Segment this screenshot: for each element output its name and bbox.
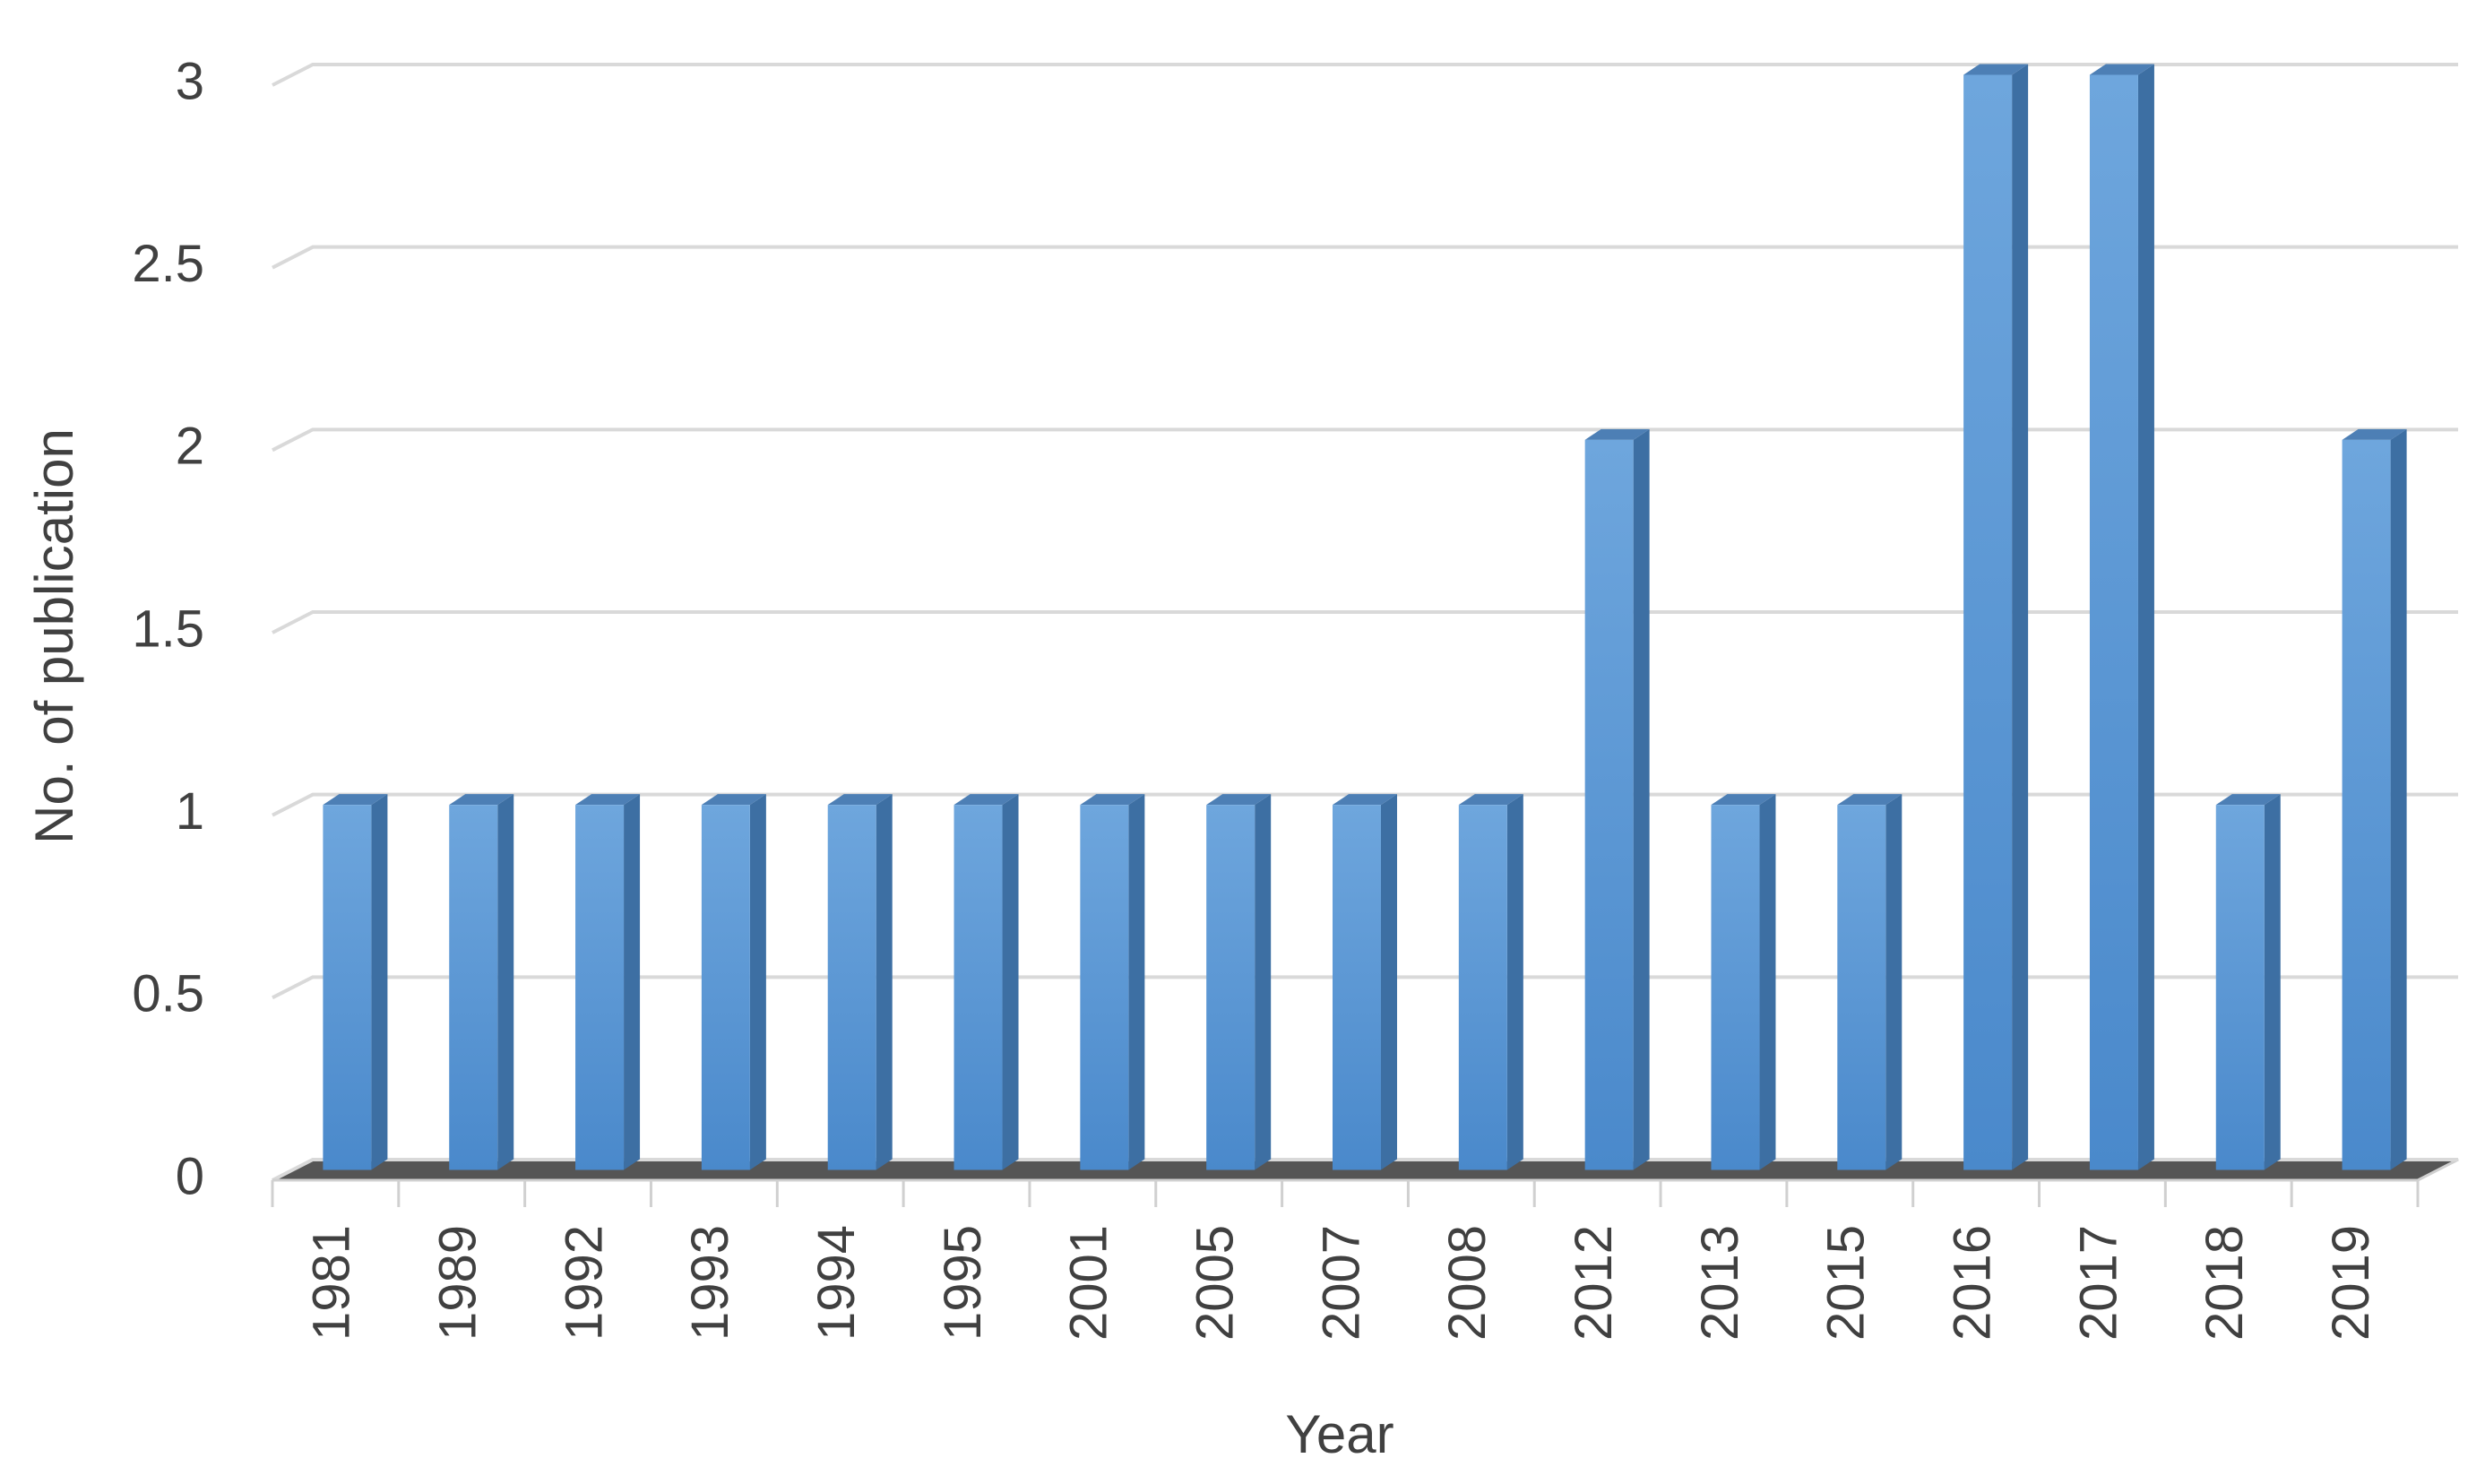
y-tick-label: 1.5: [132, 600, 204, 658]
x-axis-title: Year: [1285, 1404, 1393, 1464]
bar-side: [624, 794, 641, 1170]
bar-top: [2089, 64, 2154, 75]
y-tick-label: 1: [176, 782, 204, 841]
y-tick-label: 2.5: [132, 235, 204, 293]
x-tick-label: 1993: [681, 1225, 739, 1341]
bar: [1837, 805, 1886, 1170]
bar-side: [371, 794, 388, 1170]
bar: [1333, 805, 1381, 1170]
bar: [449, 805, 498, 1170]
bar: [575, 805, 625, 1170]
x-tick-label: 1992: [555, 1225, 613, 1341]
bar: [1584, 439, 1634, 1170]
bar-top: [953, 794, 1019, 806]
bar-top: [323, 794, 388, 806]
bar: [2089, 74, 2138, 1170]
bar-side: [2264, 794, 2281, 1170]
bar-side: [1128, 794, 1145, 1170]
bar-side: [1002, 794, 1019, 1170]
bar: [1080, 805, 1129, 1170]
bar-side: [1255, 794, 1272, 1170]
bar-side: [2012, 64, 2029, 1170]
bar-top: [449, 794, 514, 806]
bar: [827, 805, 876, 1170]
bar-side: [1759, 794, 1776, 1170]
x-tick-label: 2012: [1565, 1225, 1623, 1341]
x-tick-label: 1994: [807, 1225, 866, 1341]
x-tick-label: 2019: [2322, 1225, 2380, 1341]
bar: [1458, 805, 1507, 1170]
y-tick-label: 0.5: [132, 965, 204, 1023]
bar-top: [1333, 794, 1397, 806]
x-tick-label: 2008: [1438, 1225, 1497, 1341]
grid-line: [272, 245, 2458, 270]
bar-side: [1381, 794, 1397, 1170]
x-tick-label: 2017: [2069, 1225, 2127, 1341]
bar: [2342, 439, 2391, 1170]
grid-line: [272, 427, 2458, 453]
bar-top: [2215, 794, 2281, 806]
grid-line: [272, 610, 2458, 634]
bar-top: [575, 794, 641, 806]
bar-side: [2137, 64, 2154, 1170]
x-tick-label: 2013: [1691, 1225, 1749, 1341]
bar-top: [701, 794, 766, 806]
bar-top: [827, 794, 893, 806]
x-tick-label: 2005: [1186, 1225, 1245, 1341]
x-tick-label: 2016: [1943, 1225, 2001, 1341]
bar-side: [2390, 428, 2407, 1170]
grid-line: [272, 63, 2458, 87]
bar-top: [1963, 64, 2029, 75]
bar-top: [2342, 428, 2407, 440]
bar-side: [876, 794, 893, 1170]
bar: [1963, 74, 2013, 1170]
x-tick-label: 1981: [303, 1225, 361, 1341]
bar: [2215, 805, 2265, 1170]
x-tick-label: 2001: [1060, 1225, 1118, 1341]
bar-side: [1633, 428, 1650, 1170]
bar-top: [1206, 794, 1272, 806]
bar-top: [1711, 794, 1776, 806]
bar: [1711, 805, 1760, 1170]
y-tick-label: 2: [176, 418, 204, 476]
bar-side: [497, 794, 514, 1170]
x-tick-label: 1989: [429, 1225, 488, 1341]
x-tick-label: 2018: [2196, 1225, 2254, 1341]
x-tick-label: 2007: [1312, 1225, 1370, 1341]
bar-side: [1885, 794, 1903, 1170]
bar: [1206, 805, 1255, 1170]
bar: [953, 805, 1003, 1170]
x-tick-label: 2015: [1817, 1225, 1876, 1341]
y-tick-label: 0: [176, 1147, 204, 1205]
y-tick-label: 3: [176, 52, 204, 110]
bar-top: [1837, 794, 1903, 806]
bar-side: [1506, 794, 1523, 1170]
y-axis-title: No. of publication: [24, 428, 84, 844]
bar-side: [749, 794, 766, 1170]
bar-top: [1584, 428, 1650, 440]
bar-top: [1458, 794, 1523, 806]
bar: [323, 805, 372, 1170]
bar-top: [1080, 794, 1145, 806]
x-tick-label: 1995: [934, 1225, 992, 1341]
bar: [701, 805, 750, 1170]
